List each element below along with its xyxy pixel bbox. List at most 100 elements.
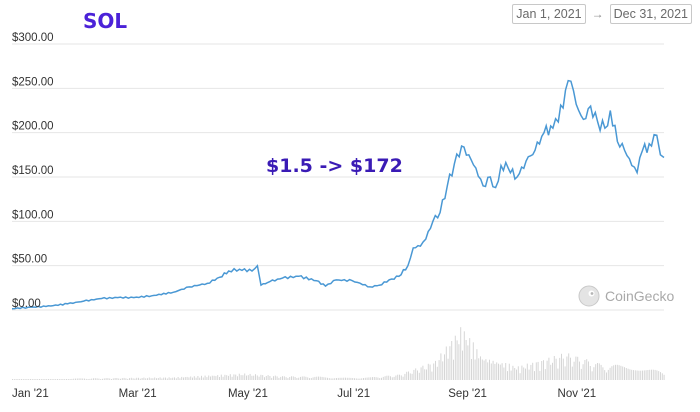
volume-bar [557, 368, 559, 380]
volume-bar [318, 376, 319, 380]
volume-bar [231, 376, 233, 380]
volume-bar [247, 375, 249, 380]
volume-bar [501, 363, 503, 380]
volume-bar [85, 378, 87, 380]
volume-bar [406, 371, 408, 380]
start-date-field[interactable]: Jan 1, 2021 [512, 4, 586, 24]
volume-bar [204, 375, 206, 380]
volume-bar [535, 362, 537, 380]
volume-bar [260, 374, 262, 380]
volume-bar [400, 375, 402, 380]
volume-bar [627, 368, 629, 380]
volume-bar [296, 378, 298, 380]
volume-bar [309, 378, 310, 380]
volume-bar [411, 373, 413, 380]
y-tick-label: $300.00 [12, 32, 54, 44]
volume-bar [210, 376, 211, 380]
volume-bar [314, 376, 316, 380]
volume-bar [343, 377, 345, 380]
volume-bar [48, 379, 49, 380]
volume-bar [213, 375, 215, 380]
volume-bar [476, 349, 478, 380]
volume-bar [285, 377, 287, 380]
volume-bar [166, 378, 168, 380]
volume-bar [453, 359, 454, 380]
volume-bar [624, 367, 625, 380]
volume-bar [478, 358, 480, 380]
volume-bar [391, 377, 393, 380]
volume-bar [91, 378, 93, 380]
volume-bar [57, 379, 58, 380]
volume-bar [100, 379, 102, 380]
volume-bar [409, 373, 411, 380]
volume-bar [206, 377, 208, 380]
volume-bar [507, 371, 508, 380]
volume-bar [298, 377, 300, 380]
volume-bar [555, 358, 557, 380]
volume-bar [440, 353, 442, 380]
volume-bar [593, 367, 595, 380]
volume-bar [78, 378, 80, 380]
volume-bar [195, 377, 197, 380]
volume-bar [649, 369, 651, 380]
y-tick-label: $150.00 [12, 165, 54, 177]
volume-bar [238, 373, 240, 380]
volume-bar [591, 371, 593, 380]
volume-bar [550, 364, 552, 380]
volume-bar [73, 378, 75, 380]
volume-bar [489, 359, 490, 380]
volume-bar [454, 335, 456, 380]
volume-bar [96, 378, 98, 380]
volume-bar [427, 363, 429, 380]
volume-bar [544, 369, 546, 380]
volume-bar [186, 376, 188, 380]
volume-bar [217, 375, 219, 380]
end-date-field[interactable]: Dec 31, 2021 [609, 4, 692, 24]
volume-bar [327, 377, 328, 380]
volume-bar [539, 370, 541, 380]
volume-bar [377, 377, 379, 380]
volume-bar [310, 378, 312, 380]
volume-bar [656, 370, 658, 380]
volume-bar [53, 379, 55, 380]
volume-bar [316, 376, 318, 380]
volume-bar [426, 369, 427, 380]
volume-bar [490, 363, 492, 380]
volume-bar [552, 362, 553, 380]
volume-bar [364, 377, 366, 380]
volume-bar [226, 375, 228, 380]
volume-bar [280, 376, 282, 380]
volume-bar [451, 341, 453, 380]
watermark-label: CoinGecko [605, 288, 675, 304]
volume-bar [132, 378, 134, 380]
volume-bar [94, 378, 96, 380]
volume-bar [265, 376, 267, 380]
volume-bar [634, 370, 636, 380]
volume-bar [528, 369, 530, 380]
volume-bar [381, 377, 382, 380]
volume-bar [373, 377, 375, 380]
volume-bar [246, 375, 247, 380]
volume-bar [264, 377, 265, 380]
volume-bar [620, 365, 622, 380]
volume-bar [138, 377, 139, 380]
volume-bar [404, 373, 406, 380]
volume-bar [598, 363, 600, 380]
volume-bar [510, 370, 512, 380]
volume-bar [129, 378, 130, 380]
volume-bar [219, 377, 220, 380]
volume-bar [334, 378, 336, 380]
volume-bar [345, 377, 346, 380]
x-tick-label: Mar '21 [119, 388, 157, 400]
volume-bar [49, 379, 51, 380]
volume-bar [512, 365, 514, 380]
date-range-picker: Jan 1, 2021 → Dec 31, 2021 [512, 4, 692, 24]
volume-bar [15, 379, 17, 380]
volume-bar [514, 368, 516, 380]
volume-bar [485, 359, 487, 380]
volume-bar [505, 363, 507, 380]
volume-bar [193, 376, 195, 380]
volume-bar [433, 363, 435, 380]
volume-bar [607, 369, 609, 380]
